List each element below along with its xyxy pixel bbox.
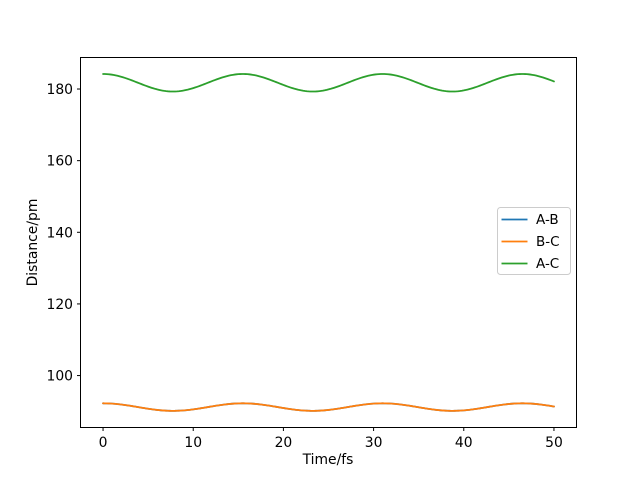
y-axis-label: Distance/pm	[25, 199, 41, 287]
legend: A-B B-C A-C	[497, 207, 571, 275]
x-axis-ticks: 0 10 20 30 40 50	[99, 427, 563, 451]
x-tick-label: 30	[365, 435, 383, 451]
legend-box	[497, 207, 571, 275]
y-tick-label: 140	[46, 225, 73, 241]
series-line-A-C	[102, 73, 555, 93]
x-tick-label: 20	[275, 435, 293, 451]
y-tick-label: 180	[46, 82, 73, 98]
series-line-B-C	[102, 402, 555, 412]
plot-area-frame	[80, 57, 577, 428]
x-axis-label: Time/fs	[302, 452, 354, 468]
x-tick-label: 40	[455, 435, 473, 451]
x-tick-label: 0	[99, 435, 108, 451]
x-tick-label: 50	[545, 435, 563, 451]
x-tick-label: 10	[184, 435, 202, 451]
legend-label-A-C: A-C	[536, 256, 559, 272]
y-tick-label: 160	[46, 154, 73, 170]
legend-label-B-C: B-C	[536, 234, 560, 250]
y-tick-label: 120	[46, 297, 73, 313]
legend-label-A-B: A-B	[536, 212, 559, 228]
y-axis-ticks: 100 120 140 160 180	[46, 82, 81, 385]
y-tick-label: 100	[46, 369, 73, 385]
curves-layer	[102, 73, 555, 412]
